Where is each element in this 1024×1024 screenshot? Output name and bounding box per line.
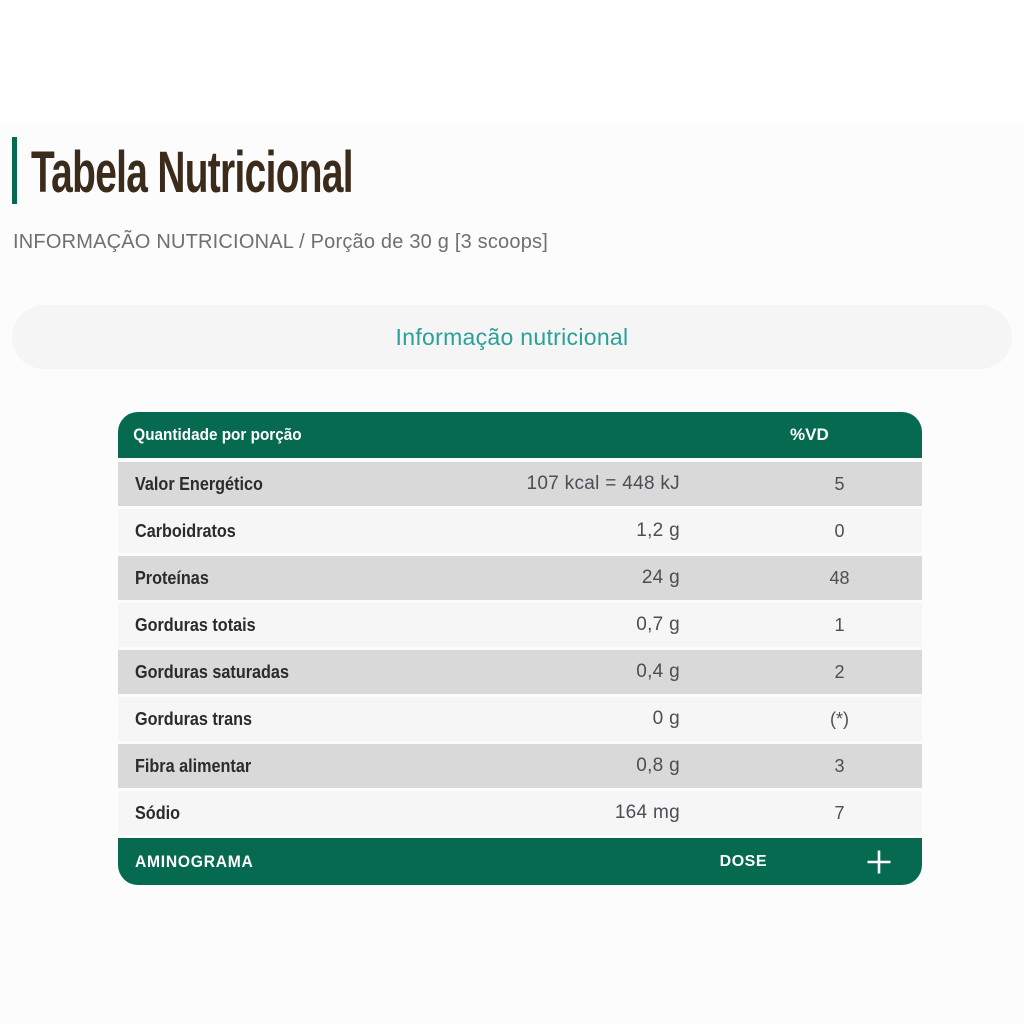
row-vd: (*) xyxy=(830,708,849,729)
row-main-cell: Sódio 164 mg xyxy=(118,802,757,824)
table-row: Fibra alimentar 0,8 g 3 xyxy=(118,744,922,788)
row-value: 1,2 g xyxy=(636,520,680,541)
row-label: Gorduras totais xyxy=(135,614,256,635)
column-header-vd: %VD xyxy=(790,425,829,444)
row-main-cell: Carboidratos 1,2 g xyxy=(118,520,757,542)
row-label: Gorduras trans xyxy=(135,708,253,729)
table-row: Gorduras trans 0 g (*) xyxy=(118,697,922,741)
nutrition-table: Quantidade por porção %VD Valor Energéti… xyxy=(118,412,922,885)
row-vd: 0 xyxy=(834,520,845,541)
table-row: Valor Energético 107 kcal = 448 kJ 5 xyxy=(118,462,922,506)
row-label: Valor Energético xyxy=(135,473,263,494)
row-main-cell: Proteínas 24 g xyxy=(118,567,757,589)
column-header-quantity: Quantidade por porção xyxy=(133,425,302,444)
row-vd: 7 xyxy=(834,802,845,823)
table-header-row: Quantidade por porção %VD xyxy=(118,412,922,458)
dose-label: DOSE xyxy=(719,852,767,870)
row-value: 0 g xyxy=(652,708,680,729)
tab-informacao-nutricional[interactable]: Informação nutricional xyxy=(12,305,1012,369)
row-main-cell: Gorduras trans 0 g xyxy=(118,708,757,730)
row-label: Sódio xyxy=(135,802,180,823)
page-title: Tabela Nutricional xyxy=(31,140,354,205)
title-accent-bar xyxy=(12,137,17,204)
row-main-cell: Gorduras saturadas 0,4 g xyxy=(118,661,757,683)
aminogram-expander[interactable]: AMINOGRAMA DOSE xyxy=(118,838,922,885)
row-main-cell: Gorduras totais 0,7 g xyxy=(118,614,757,636)
row-value: 107 kcal = 448 kJ xyxy=(526,473,680,494)
row-vd: 1 xyxy=(834,614,845,635)
table-row: Proteínas 24 g 48 xyxy=(118,556,922,600)
table-row: Gorduras totais 0,7 g 1 xyxy=(118,603,922,647)
row-label: Proteínas xyxy=(135,567,209,588)
aminogram-label: AMINOGRAMA xyxy=(135,851,254,871)
row-vd: 3 xyxy=(834,755,845,776)
row-label: Fibra alimentar xyxy=(135,755,252,776)
tab-label: Informação nutricional xyxy=(395,323,629,350)
row-value: 0,7 g xyxy=(636,614,680,635)
row-label: Carboidratos xyxy=(135,520,236,541)
row-vd: 5 xyxy=(834,473,845,494)
row-main-cell: Fibra alimentar 0,8 g xyxy=(118,755,757,777)
table-row: Sódio 164 mg 7 xyxy=(118,791,922,835)
row-value: 24 g xyxy=(641,567,680,588)
table-body: Valor Energético 107 kcal = 448 kJ 5 Car… xyxy=(118,462,922,835)
row-value: 0,4 g xyxy=(636,661,680,682)
row-vd: 2 xyxy=(834,661,845,682)
row-value: 164 mg xyxy=(614,802,680,823)
row-main-cell: Valor Energético 107 kcal = 448 kJ xyxy=(118,473,757,495)
row-value: 0,8 g xyxy=(636,755,680,776)
table-row: Gorduras saturadas 0,4 g 2 xyxy=(118,650,922,694)
serving-info-text: INFORMAÇÃO NUTRICIONAL / Porção de 30 g … xyxy=(13,231,548,253)
table-row: Carboidratos 1,2 g 0 xyxy=(118,509,922,553)
row-vd: 48 xyxy=(829,567,850,588)
plus-icon[interactable] xyxy=(866,849,892,875)
row-label: Gorduras saturadas xyxy=(135,661,289,682)
